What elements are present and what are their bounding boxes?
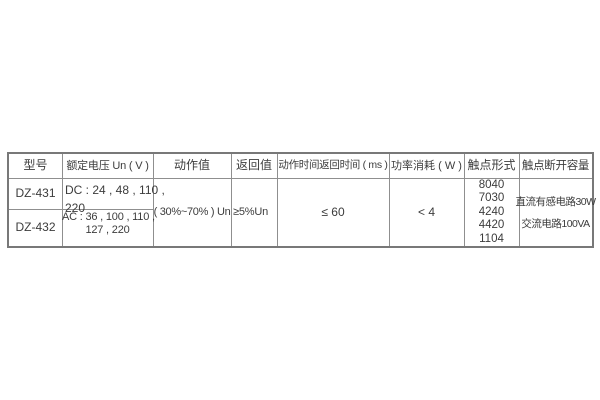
cell-action-value: ( 30%~70% ) Un [153,206,231,219]
column-divider [231,154,232,246]
model-row-divider [9,209,154,210]
header-power-consumption: 功率消耗 ( W ) [391,159,462,172]
contact-form-value: 4420 [478,219,505,232]
column-divider [153,154,154,246]
cell-return-value: ≥5%Un [233,206,268,219]
cell-action-return-time: ≤ 60 [321,204,345,219]
relay-spec-table: 型号 额定电压 Un ( V ) 动作值 返回值 动作时间返回时间 ( ms )… [7,152,596,248]
contact-form-value: 4240 [478,205,505,218]
header-contact-form: 触点形式 [467,158,516,173]
column-divider [62,154,63,246]
contact-form-value: 7030 [478,192,505,205]
breaking-capacity-line2: 交流电路100VA [521,217,590,230]
cell-breaking-capacity: 直流有感电路30W 交流电路100VA [515,179,596,246]
breaking-capacity-line1: 直流有感电路30W [515,195,596,208]
cell-ac-voltage: AC : 36 , 100 , 110 , 127 , 220 [62,211,155,237]
column-divider [519,154,520,246]
cell-contact-forms: 8040 7030 4240 4420 1104 [464,179,519,246]
header-row-divider [9,178,592,179]
header-return-value: 返回值 [235,158,272,173]
header-model: 型号 [23,158,48,173]
dc-voltage-line1: DC : 24 , 48 , 110 , [65,183,165,197]
header-breaking-capacity: 触点断开容量 [521,159,590,172]
dc-voltage-line2: 220 [65,201,86,215]
header-action-return-time: 动作时间返回时间 ( ms ) [278,159,388,172]
column-divider [277,154,278,246]
column-divider [464,154,465,246]
header-rated-voltage: 额定电压 Un ( V ) [66,159,149,172]
contact-form-value: 1104 [479,232,504,245]
ac-voltage-line2: 127 , 220 [85,224,130,236]
contact-form-value: 8040 [478,178,505,191]
column-divider [389,154,390,246]
header-action-value: 动作值 [173,158,210,173]
cell-model-dz432: DZ-432 [15,220,56,235]
ac-voltage-line1: AC : 36 , 100 , 110 , [62,211,155,223]
cell-model-dz431: DZ-431 [15,186,56,201]
cell-dc-voltage: DC : 24 , 48 , 110 , 220 [65,181,165,217]
cell-power-consumption: < 4 [417,204,435,219]
